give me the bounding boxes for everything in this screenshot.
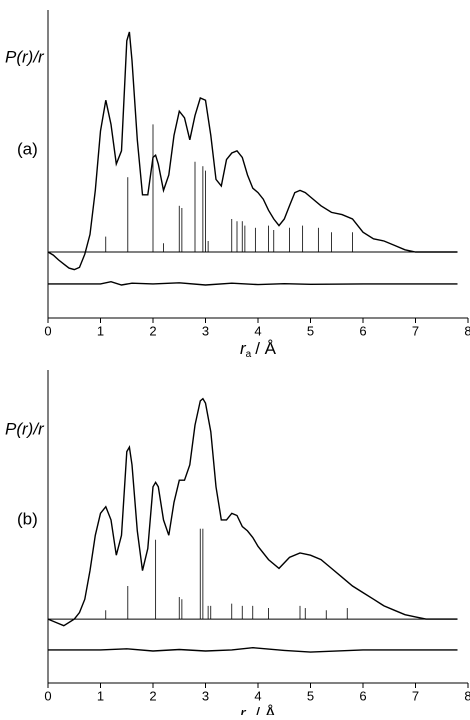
x-tick-label: 5 [307,688,314,703]
curve [47,31,458,271]
panel: 0 1 2 3 4 5 6 7 8 ra / Å P(r)/r (a) [5,10,470,360]
x-tick-label: 1 [97,323,104,338]
x-tick-label: 3 [202,688,209,703]
x-tick-label: 0 [44,323,51,338]
residual [48,646,458,653]
panel: 0 1 2 3 4 5 6 7 8 ra/ Å P(r)/r (b) [5,370,470,720]
y-axis-label: P(r)/r [5,419,45,438]
panel-label: (b) [17,509,38,528]
y-axis-label: P(r)/r [5,47,45,66]
x-tick-label: 4 [254,688,261,703]
residual [48,280,458,286]
x-tick-label: 6 [359,688,366,703]
x-tick-label: 4 [254,323,261,338]
curve [47,397,458,627]
x-tick-label: 7 [412,323,419,338]
x-tick-label: 1 [97,688,104,703]
x-tick-label: 5 [307,323,314,338]
x-axis-label: ra/ Å [240,704,277,715]
x-label-unit: / Å [255,704,276,715]
x-tick-label: 2 [149,323,156,338]
x-tick-label: 8 [464,323,470,338]
x-tick-label: 7 [412,688,419,703]
x-tick-label: 8 [464,688,470,703]
x-tick-label: 6 [359,323,366,338]
x-tick-label: 2 [149,688,156,703]
x-label-unit: / Å [255,339,276,358]
x-label-symbol: r [240,339,247,358]
x-axis-label: ra/ Å [240,339,277,359]
x-tick-label: 3 [202,323,209,338]
x-label-symbol: r [240,704,247,715]
x-tick-label: 0 [44,688,51,703]
panel-label: (a) [17,139,38,158]
x-label-subscript: a [246,349,252,360]
